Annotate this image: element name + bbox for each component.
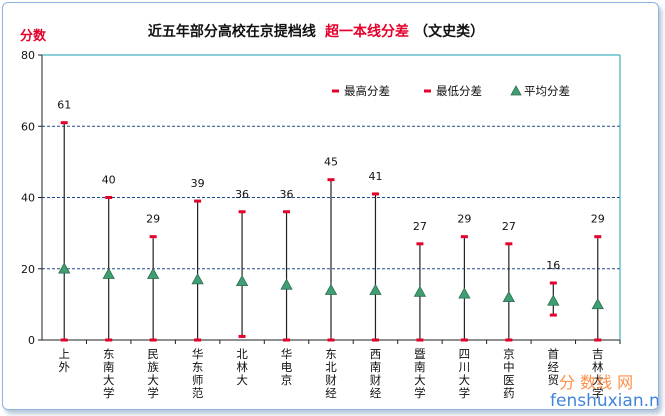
max-marker-10	[505, 242, 513, 246]
avg-marker-10	[502, 290, 516, 303]
y-axis-label: 分数	[20, 28, 47, 44]
data-label-5: 36	[280, 188, 294, 201]
legend-swatch-1	[424, 89, 431, 93]
avg-marker-7	[369, 283, 382, 295]
category-label-3: 华东师范	[192, 347, 204, 400]
avg-marker-5	[280, 278, 293, 290]
avg-marker-9	[458, 287, 471, 299]
max-marker-3	[194, 199, 202, 203]
max-marker-1	[105, 196, 113, 199]
category-label-1: 东南大学	[103, 347, 115, 400]
category-label-11: 首经贸	[548, 347, 560, 387]
y-tick-label-40: 40	[21, 192, 35, 205]
min-marker-4	[238, 334, 246, 338]
data-label-2: 29	[146, 213, 160, 226]
max-marker-2	[149, 235, 157, 239]
legend-label-0: 最高分差	[344, 84, 390, 98]
min-marker-11	[549, 313, 557, 317]
data-label-9: 29	[457, 213, 471, 226]
avg-marker-8	[413, 285, 427, 297]
data-label-11: 16	[546, 259, 560, 272]
data-label-0: 61	[57, 99, 71, 112]
max-marker-8	[416, 242, 424, 246]
category-label-10: 京中医药	[503, 347, 515, 400]
avg-marker-3	[191, 273, 204, 285]
data-label-7: 41	[368, 170, 382, 183]
category-labels: 上外 东南大学 民族大学 华东师范 北林大 华电京 东北财经 西南财经 暨南大学 四川大学 京中医药…	[58, 347, 604, 400]
data-labels: 61 40 29 39 36 36 45 41 27 29 27 16 29	[57, 99, 605, 272]
y-tick-label-60: 60	[21, 120, 35, 133]
max-marker-9	[460, 235, 468, 239]
category-label-12: 吉林大学	[592, 347, 604, 400]
max-marker-11	[549, 281, 557, 285]
max-marker-4	[238, 210, 246, 214]
category-label-4: 北林大	[236, 347, 248, 387]
min-marker-6	[327, 338, 335, 342]
category-label-2: 民族大学	[147, 347, 159, 400]
legend-swatch-2	[510, 85, 522, 96]
category-label-0: 上外	[58, 347, 70, 374]
data-label-6: 45	[324, 156, 338, 169]
avg-marker-6	[324, 283, 338, 295]
watermark-en: fenshuxian.net	[550, 391, 658, 409]
category-label-5: 华电京	[281, 347, 293, 387]
legend-label-2: 平均分差	[524, 84, 570, 98]
min-marker-2	[149, 338, 157, 342]
category-label-6: 东北财经	[325, 347, 337, 400]
category-label-9: 四川大学	[459, 347, 471, 400]
y-tick-label-80: 80	[21, 49, 35, 62]
chart-title-highlight: 超一本线分差	[324, 23, 409, 40]
avg-marker-1	[102, 267, 115, 279]
data-label-10: 27	[502, 220, 516, 233]
max-marker-12	[594, 235, 602, 239]
chart-frame: 近五年部分高校在京提档线 超一本线分差 （文史类） 分数 0 20 40 60 80 6…	[2, 2, 659, 410]
min-marker-7	[371, 338, 379, 342]
category-label-7: 西南财经	[370, 347, 382, 400]
data-label-12: 29	[591, 213, 605, 226]
max-marker-6	[327, 178, 335, 182]
min-marker-0	[60, 338, 68, 342]
avg-marker-12	[591, 298, 604, 310]
data-label-3: 39	[191, 177, 205, 190]
avg-marker-0	[58, 262, 71, 274]
avg-marker-4	[235, 274, 249, 287]
chart-title-main: 近五年部分高校在京提档线	[148, 23, 316, 40]
min-marker-9	[460, 338, 468, 342]
legend: 最高分差 最低分差 平均分差	[332, 84, 570, 98]
legend-swatch-0	[332, 89, 339, 93]
data-label-8: 27	[413, 220, 427, 233]
min-marker-3	[194, 338, 202, 342]
max-marker-7	[371, 192, 379, 196]
min-marker-8	[416, 338, 424, 342]
avg-marker-11	[547, 294, 560, 306]
watermark-cn: 分 数线 网	[559, 373, 633, 392]
min-marker-12	[594, 338, 602, 342]
chart-title: 近五年部分高校在京提档线 超一本线分差 （文史类）	[148, 21, 484, 40]
y-tick-label-20: 20	[21, 263, 35, 276]
y-tick-label-0: 0	[28, 334, 35, 347]
min-marker-5	[283, 338, 291, 342]
max-marker-0	[60, 121, 68, 125]
min-marker-10	[505, 338, 513, 342]
avg-marker-2	[146, 267, 160, 279]
data-label-4: 36	[235, 188, 249, 201]
data-label-1: 40	[102, 174, 116, 187]
range-chart: 近五年部分高校在京提档线 超一本线分差 （文史类） 分数 0 20 40 60 80 6…	[20, 21, 658, 409]
data-markers	[58, 121, 604, 342]
category-label-8: 暨南大学	[414, 347, 426, 400]
chart-title-suffix: （文史类）	[414, 23, 484, 40]
legend-label-1: 最低分差	[436, 84, 482, 98]
max-marker-5	[283, 210, 291, 214]
min-marker-1	[105, 338, 113, 342]
